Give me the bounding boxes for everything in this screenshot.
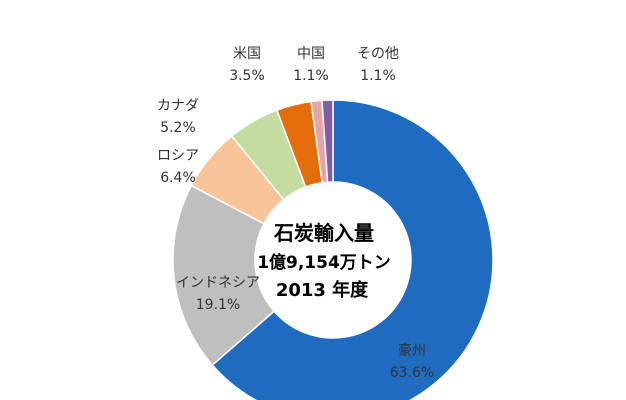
slice-value-label-5: 3.5%: [229, 68, 265, 84]
slice-value-label-2: 19.1%: [196, 297, 240, 313]
slices-group: [172, 99, 494, 400]
slice-category-label-2: インドネシア: [176, 275, 260, 291]
center-total: 1億9,154万トン: [257, 252, 391, 273]
center-label: 石炭輸入量 1億9,154万トン 2013 年度: [257, 221, 391, 301]
slice-value-label-7: 1.1%: [360, 68, 396, 84]
donut-slice-2: [172, 184, 276, 367]
slice-value-label-1: 63.6%: [390, 365, 434, 381]
slice-category-label-4: カナダ: [157, 98, 199, 114]
labels-group: 豪州 63.6% インドネシア 19.1% ロシア 6.4% カナダ 5.2% 米国 3.5% 中国…: [157, 46, 434, 381]
slice-value-label-4: 5.2%: [160, 120, 196, 136]
donut-slice-1: [211, 99, 494, 400]
slice-category-label-5: 米国: [233, 46, 261, 62]
center-year: 2013 年度: [276, 279, 369, 301]
slice-value-label-6: 1.1%: [293, 68, 329, 84]
slice-value-label-3: 6.4%: [160, 170, 196, 186]
slice-category-label-1: 豪州: [398, 343, 426, 359]
slice-category-label-6: 中国: [297, 46, 325, 62]
donut-slice-7: [321, 99, 334, 183]
center-title: 石炭輸入量: [273, 221, 374, 245]
slice-category-label-3: ロシア: [157, 148, 199, 164]
slice-category-label-7: その他: [357, 46, 399, 62]
